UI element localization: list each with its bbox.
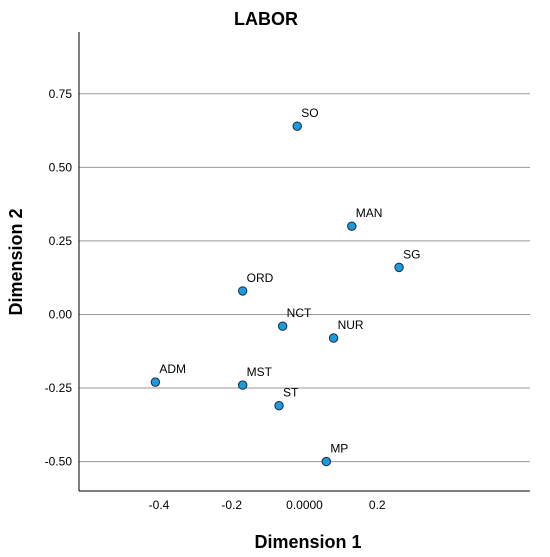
- point-label-adm: ADM: [159, 362, 186, 376]
- point-label-nct: NCT: [287, 306, 312, 320]
- data-points: SO MAN SG ORD NCT NUR ADM MST ST MP: [150, 106, 420, 467]
- point-label-mp: MP: [330, 442, 348, 456]
- data-point-nur: [328, 333, 339, 343]
- y-tick-label: 0.75: [49, 87, 73, 101]
- data-point-so: [292, 121, 302, 131]
- data-point-sg: [394, 262, 404, 273]
- x-tick-label: 0.2: [369, 498, 386, 512]
- point-label-nur: NUR: [338, 318, 364, 332]
- point-label-sg: SG: [403, 247, 420, 261]
- point-label-st: ST: [283, 386, 299, 400]
- data-point-st: [274, 400, 284, 411]
- y-tick-label: 0.00: [49, 307, 73, 321]
- point-label-mst: MST: [247, 365, 273, 379]
- x-axis-title: Dimension 1: [254, 532, 361, 552]
- chart-title: LABOR: [234, 9, 298, 29]
- point-label-ord: ORD: [247, 271, 274, 285]
- data-point-ord: [237, 286, 248, 296]
- axes: [78, 32, 530, 492]
- data-point-man: [347, 221, 357, 231]
- y-axis-title: Dimension 2: [6, 208, 26, 315]
- y-tick-label: 0.25: [49, 234, 73, 248]
- y-tick-label: 0.50: [49, 160, 73, 174]
- data-point-mp: [321, 456, 332, 467]
- y-tick-label: -0.50: [45, 455, 73, 469]
- point-label-so: SO: [301, 106, 318, 120]
- y-tick-label: -0.25: [45, 381, 73, 395]
- x-tick-label: -0.4: [149, 498, 170, 512]
- data-point-nct: [277, 321, 288, 331]
- data-point-mst: [237, 380, 248, 390]
- data-point-adm: [150, 377, 161, 387]
- gridlines: [79, 93, 530, 463]
- point-label-man: MAN: [356, 206, 383, 220]
- x-tick-label: 0.0000: [286, 498, 323, 512]
- tick-labels: 0.75 0.50 0.25 0.00 -0.25 -0.50 -0.4 -0.2 0.0000…: [45, 87, 386, 512]
- x-tick-label: -0.2: [221, 498, 242, 512]
